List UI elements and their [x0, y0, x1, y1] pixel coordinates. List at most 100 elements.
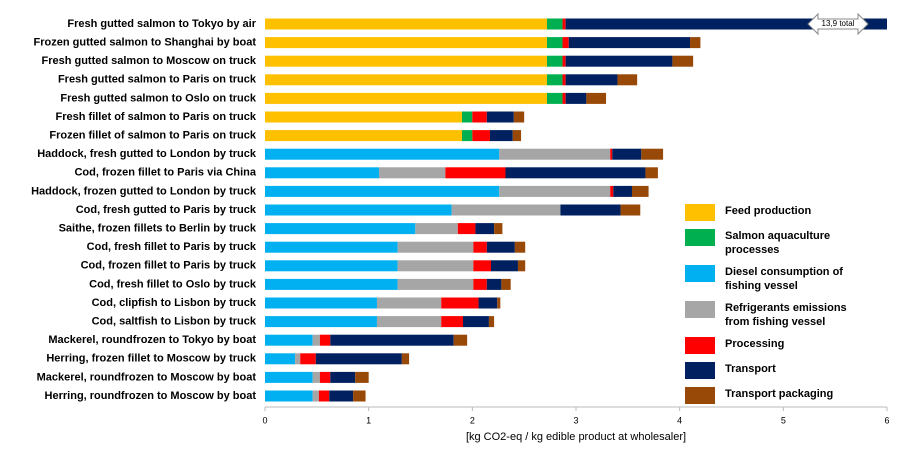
bar-segment [315, 353, 402, 365]
bar-segment [265, 74, 547, 86]
bar-segment [486, 241, 515, 253]
category-label: Frozen gutted salmon to Shanghai by boat [34, 37, 257, 49]
category-label: Haddock, frozen gutted to London by truc… [31, 185, 257, 197]
bar-segment [489, 130, 513, 142]
bar-segment [478, 297, 498, 309]
bar-segment [265, 260, 398, 272]
x-tick-label: 6 [884, 415, 889, 425]
bar-segment [499, 185, 611, 197]
legend-swatch [685, 204, 715, 221]
bar-segment [562, 74, 566, 86]
bar-segment [461, 130, 473, 142]
category-label: Cod, fresh gutted to Paris by truck [76, 204, 257, 216]
bar-segment [312, 390, 319, 402]
bar-segment [560, 204, 621, 216]
legend-swatch [685, 362, 715, 379]
bar-segment [514, 241, 526, 253]
bar-segment [265, 334, 313, 346]
bar-segment [610, 185, 614, 197]
category-label: Fresh gutted salmon to Moscow on truck [41, 55, 256, 67]
bar-segment [265, 353, 296, 365]
bar-segment [453, 334, 468, 346]
legend-swatch [685, 265, 715, 282]
legend-item: Diesel consumption of fishing vessel [685, 265, 895, 293]
bar-segment [490, 260, 518, 272]
bar-segment [265, 37, 547, 49]
x-tick-label: 1 [366, 415, 371, 425]
bar-segment [265, 18, 547, 30]
x-tick-label: 2 [470, 415, 475, 425]
category-label: Cod, fresh fillet to Paris by truck [87, 241, 257, 253]
bar-segment [472, 111, 487, 123]
legend-label: Salmon aquaculture processes [725, 230, 831, 256]
legend-swatch [685, 301, 715, 318]
category-label: Herring, frozen fillet to Moscow by truc… [46, 353, 257, 365]
bar-segment [318, 390, 330, 402]
bar-segment [300, 353, 316, 365]
annotation: 13,9 total [822, 19, 855, 28]
bar-segment [463, 316, 489, 328]
legend-item: Feed production [685, 204, 895, 221]
bar-segment [457, 223, 476, 235]
bar-segment [445, 167, 506, 179]
legend-item: Transport packaging [685, 387, 895, 404]
bar-segment [486, 111, 514, 123]
bar-segment [397, 278, 474, 290]
legend-label: Processing [725, 338, 785, 350]
bar-segment [397, 241, 474, 253]
bar-segment [517, 260, 526, 272]
legend-label: Transport packaging [725, 388, 834, 400]
bar-segment [512, 130, 522, 142]
legend-item: Refrigerants emissions from fishing vess… [685, 301, 895, 329]
bar-segment [319, 371, 331, 383]
bar-segment [312, 334, 320, 346]
bar-segment [265, 390, 313, 402]
bar-segment [401, 353, 410, 365]
bar-segment [565, 92, 587, 104]
legend-item: Salmon aquaculture processes [685, 229, 895, 257]
bar-segment [312, 371, 320, 383]
bar-segment [265, 316, 377, 328]
bar-segment [265, 111, 462, 123]
bar-segment [505, 167, 646, 179]
legend-label: Feed production [725, 205, 812, 217]
bar-segment [501, 278, 511, 290]
bar-segment [330, 334, 454, 346]
bar-segment [376, 297, 442, 309]
category-label: Fresh gutted salmon to Paris on truck [58, 74, 257, 86]
bar-segment [265, 55, 547, 67]
bar-segment [546, 18, 563, 30]
bar-segment [265, 92, 547, 104]
category-label: Fresh gutted salmon to Tokyo by air [67, 18, 256, 30]
category-label: Herring, roundfrozen to Moscow by boat [45, 390, 257, 402]
category-label: Cod, clipfish to Lisbon by truck [92, 297, 257, 309]
bar-segment [473, 260, 491, 272]
category-label: Fresh gutted salmon to Oslo on truck [60, 92, 256, 104]
bar-segment [494, 223, 503, 235]
bar-segment [451, 204, 561, 216]
category-label: Haddock, fresh gutted to London by truck [37, 148, 257, 160]
category-label: Mackerel, roundfrozen to Moscow by boat [37, 371, 257, 383]
bar-segment [461, 111, 473, 123]
category-label: Cod, saltfish to Lisbon by truck [92, 316, 257, 328]
bar-segment [265, 297, 377, 309]
bar-segment [562, 92, 566, 104]
bar-segment [546, 37, 563, 49]
bar-segment [612, 148, 642, 160]
bar-segment [546, 74, 563, 86]
bar-segment [265, 167, 380, 179]
x-tick-label: 3 [573, 415, 578, 425]
legend-item: Transport [685, 362, 895, 379]
bar-segment [329, 390, 354, 402]
x-tick-label: 0 [262, 415, 267, 425]
bar-segment [330, 371, 356, 383]
legend-label: Diesel consumption of fishing vessel [725, 266, 843, 292]
annotation-arrow [807, 12, 869, 36]
bar-segment [265, 185, 500, 197]
legend-label: Refrigerants emissions from fishing vess… [725, 302, 847, 328]
bar-segment [613, 185, 632, 197]
bar-segment [546, 55, 563, 67]
bar-segment [488, 316, 495, 328]
